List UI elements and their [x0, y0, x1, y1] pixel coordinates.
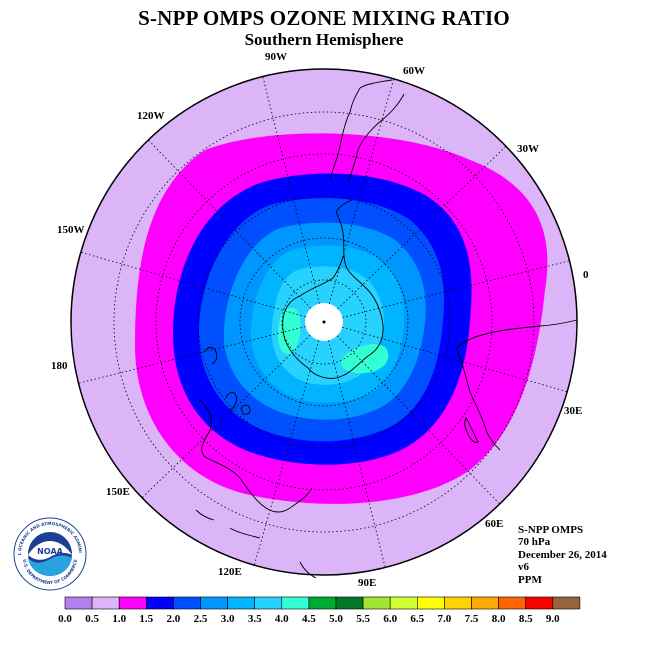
meridian-30w	[337, 145, 507, 310]
meridian-90w	[262, 76, 320, 304]
legend-swatch-5	[200, 596, 228, 610]
legend-tick-label: 2.0	[167, 613, 181, 625]
south-america-coastline	[329, 79, 405, 213]
legend-tick-label: 7.5	[465, 613, 479, 625]
info-date: December 26, 2014	[518, 548, 607, 561]
latitude-circle-50s	[155, 153, 493, 491]
legend-tick-label: 3.0	[221, 613, 235, 625]
legend-tick-label: 8.0	[492, 613, 506, 625]
meridian-30e	[342, 326, 568, 393]
legend-swatch-16	[498, 596, 527, 610]
latitude-circle-70s	[239, 237, 409, 407]
antarctic-peninsula	[335, 211, 345, 256]
meridian-150e	[141, 334, 311, 499]
lon-label-120e: 120E	[218, 566, 242, 578]
legend-swatch-6	[227, 596, 256, 610]
longitude-grid	[78, 76, 570, 568]
legend-tick-label: 7.0	[438, 613, 452, 625]
meridian-60e	[336, 335, 501, 505]
australia-coastline	[199, 399, 313, 513]
legend-tick-label: 6.0	[383, 613, 397, 625]
meridian-60w	[328, 78, 395, 304]
legend-swatch-7	[254, 596, 283, 610]
tasmania	[240, 404, 251, 415]
coastlines	[195, 79, 578, 579]
map-title: S-NPP OMPS OZONE MIXING RATIO	[138, 6, 510, 30]
longitude-labels: 90W 60W 30W 0 30E 60E 90E 120E 150E 180 …	[51, 51, 589, 589]
map-subtitle: Southern Hemisphere	[244, 30, 404, 49]
lon-label-120w: 120W	[137, 110, 165, 122]
lon-label-60e: 60E	[485, 518, 503, 530]
meridian-120e	[253, 340, 320, 566]
lon-label-180: 180	[51, 360, 68, 372]
legend-tick-label: 0.5	[85, 613, 99, 625]
indonesia-coastline	[195, 509, 317, 579]
meridian-90e	[328, 340, 386, 568]
legend-swatch-0	[64, 596, 93, 610]
noaa-logo: NATIONAL OCEANIC AND ATMOSPHERIC ADMINIS…	[13, 517, 87, 591]
antarctica-coastline	[282, 254, 384, 379]
legend-swatch-8	[281, 596, 310, 610]
lon-label-60w: 60W	[403, 65, 425, 77]
meridian-120w	[147, 139, 312, 309]
legend-tick-label: 1.0	[112, 613, 126, 625]
latitude-grid	[113, 111, 535, 533]
south-pole-marker	[322, 320, 326, 324]
lon-label-150e: 150E	[106, 486, 130, 498]
legend-swatch-15	[471, 596, 499, 610]
legend-swatch-13	[416, 596, 445, 610]
legend-swatch-4	[173, 596, 201, 610]
info-block: S-NPP OMPS 70 hPa December 26, 2014 v6 P…	[518, 524, 607, 586]
meridian-0	[342, 260, 570, 318]
legend-tick-label: 0.0	[58, 613, 72, 625]
legend-tick-label: 1.5	[139, 613, 153, 625]
legend-tick-label: 4.0	[275, 613, 289, 625]
legend-swatch-11	[362, 596, 391, 610]
africa-coastline	[455, 319, 578, 451]
legend-tick-label: 3.5	[248, 613, 262, 625]
legend-tick-label: 5.0	[329, 613, 343, 625]
legend-tick-label: 5.5	[356, 613, 370, 625]
info-instrument: S-NPP OMPS	[518, 524, 584, 536]
legend-tick-label: 4.5	[302, 613, 316, 625]
legend-tick-label: 8.5	[519, 613, 533, 625]
lon-label-30e: 30E	[564, 405, 582, 417]
map-disk-border	[70, 68, 578, 576]
legend-swatch-17	[525, 596, 554, 610]
info-version: v6	[518, 561, 529, 574]
lon-label-0: 0	[583, 269, 589, 281]
legend-swatch-2	[118, 596, 147, 610]
latitude-circle-80s	[281, 279, 367, 365]
legend-swatch-12	[389, 596, 418, 610]
lon-label-90e: 90E	[358, 577, 376, 589]
legend-swatch-9	[308, 596, 337, 610]
latitude-circle-40s	[113, 111, 535, 533]
legend-swatch-3	[146, 596, 174, 610]
lon-label-90w: 90W	[265, 51, 287, 63]
new-zealand	[203, 347, 237, 411]
latitude-circle-60s	[197, 195, 451, 449]
noaa-logo-text: NOAA	[37, 547, 63, 556]
lon-label-150w: 150W	[57, 224, 85, 236]
legend-tick-label: 6.5	[410, 613, 424, 625]
legend-tick-label: 9.0	[546, 613, 560, 625]
info-level: 70 hPa	[518, 536, 551, 549]
lon-label-30w: 30W	[517, 143, 539, 155]
madagascar	[464, 417, 479, 443]
legend-swatch-1	[91, 596, 120, 610]
legend-swatch-10	[335, 596, 364, 610]
legend-swatch-18	[552, 596, 581, 610]
meridian-150w	[80, 251, 306, 318]
legend-tick-label: 2.5	[194, 613, 208, 625]
info-units: PPM	[518, 573, 542, 586]
legend-swatch-14	[444, 596, 472, 610]
meridian-180	[78, 326, 306, 384]
